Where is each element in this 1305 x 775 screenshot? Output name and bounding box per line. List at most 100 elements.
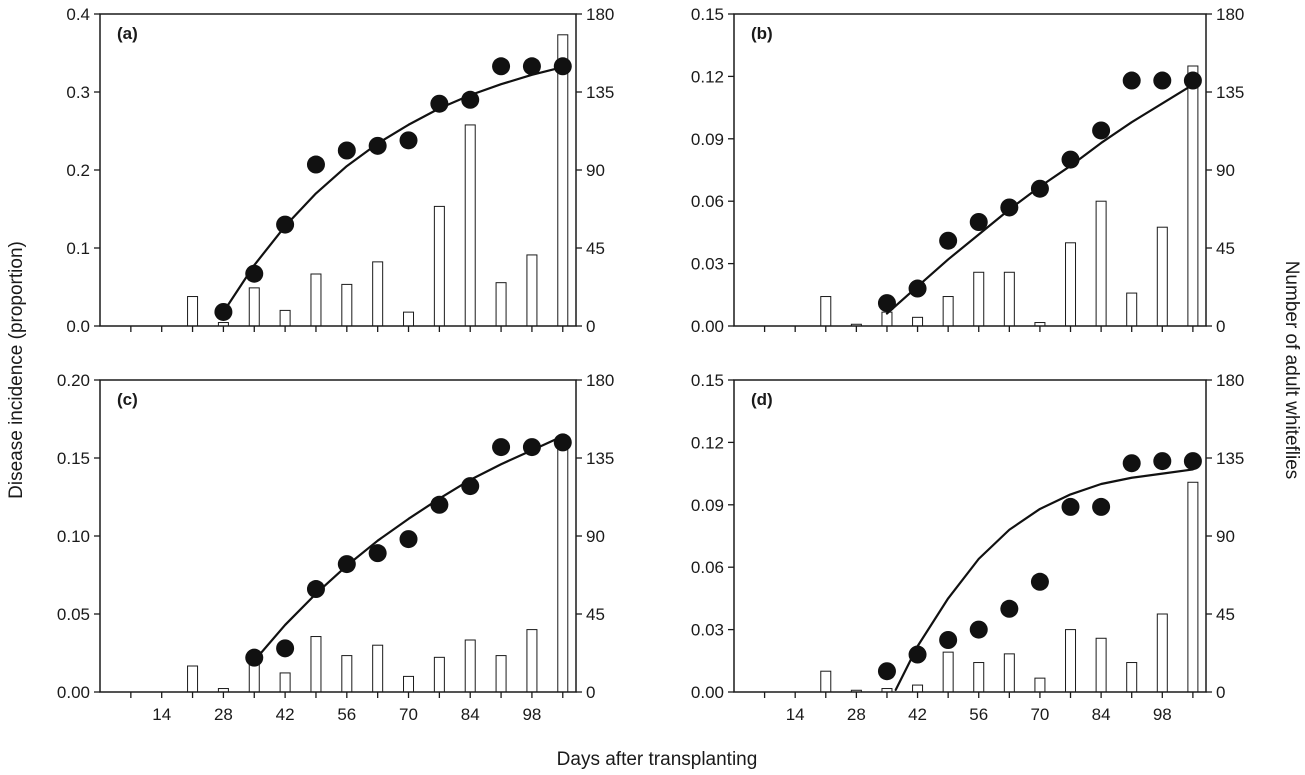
incidence-point (1183, 71, 1202, 90)
whitefly-bar (1003, 653, 1015, 693)
y-tick-label-right: 135 (1216, 449, 1244, 468)
plot-frame (733, 379, 1207, 693)
y-tick-label-left: 0.10 (57, 527, 90, 546)
y-tick-label-left: 0.4 (66, 5, 90, 24)
chart-panel: 0.00 0.05 0.10 0.15 0.20 0 45 90 135 180 14 28 42 56 7… (57, 371, 614, 724)
whitefly-bar (495, 282, 507, 327)
y-tick-label-left: 0.12 (691, 67, 724, 86)
incidence-point (1153, 452, 1172, 471)
incidence-point (877, 294, 896, 313)
incidence-point (1061, 497, 1080, 516)
incidence-point (337, 555, 356, 574)
y-tick-label-left: 0.00 (691, 683, 724, 702)
y-tick-label-right: 90 (1216, 161, 1235, 180)
whitefly-bar (820, 670, 832, 693)
incidence-point (399, 131, 418, 150)
whitefly-bar (1095, 200, 1107, 327)
incidence-point (1061, 150, 1080, 169)
whitefly-bar (464, 639, 476, 693)
whitefly-bar (1156, 613, 1168, 693)
whitefly-bar (433, 205, 445, 327)
whitefly-bar (1187, 65, 1199, 327)
fitted-curve (253, 435, 564, 662)
whitefly-bar (1034, 677, 1046, 693)
incidence-point (1092, 497, 1111, 516)
whitefly-bar (1003, 271, 1015, 327)
incidence-point (969, 213, 988, 231)
incidence-point (245, 264, 264, 283)
y-tick-label-right: 45 (1216, 605, 1235, 624)
incidence-point (1122, 71, 1141, 90)
whitefly-bar (341, 655, 353, 693)
panels-group: 0.00.10.20.30.404590135180(a)0.000.030.0… (57, 5, 1244, 724)
y-axis-title-left: Disease incidence (proportion) (6, 241, 27, 499)
whitefly-bar (526, 629, 538, 693)
incidence-point (1092, 121, 1111, 140)
whitefly-bar (557, 440, 569, 693)
y-tick-label-left: 0.09 (691, 130, 724, 149)
incidence-point (1000, 198, 1019, 217)
x-tick-label: 28 (847, 705, 866, 724)
y-tick-label-right: 90 (586, 161, 605, 180)
whitefly-bar (433, 656, 445, 693)
whitefly-bar (310, 636, 322, 693)
y-tick-label-right: 0 (1216, 317, 1225, 336)
y-tick-label-left: 0.3 (66, 83, 90, 102)
y-tick-label-left: 0.15 (691, 5, 724, 24)
y-tick-label-right: 45 (1216, 239, 1235, 258)
whitefly-bar (942, 296, 954, 327)
x-tick-label: 14 (786, 705, 805, 724)
fitted-curve (885, 83, 1194, 315)
panel-label: (a) (117, 24, 138, 43)
incidence-point (306, 580, 325, 599)
incidence-point (245, 648, 264, 667)
y-tick-label-left: 0.15 (691, 371, 724, 390)
y-tick-label-right: 0 (586, 317, 595, 336)
y-tick-label-left: 0.0 (66, 317, 90, 336)
x-tick-label: 70 (399, 705, 418, 724)
incidence-point (1030, 179, 1049, 198)
x-tick-label: 14 (152, 705, 171, 724)
whitefly-bar (187, 665, 199, 693)
plot-frame (99, 379, 577, 693)
y-tick-label-left: 0.00 (691, 317, 724, 336)
panel-label: (c) (117, 390, 138, 409)
x-axis-title: Days after transplanting (557, 749, 758, 770)
incidence-point (399, 530, 418, 549)
y-tick-label-right: 180 (586, 371, 614, 390)
whitefly-bar (187, 296, 199, 327)
whitefly-bar (1095, 637, 1107, 693)
incidence-point (522, 438, 541, 457)
incidence-point (1000, 599, 1019, 618)
whitefly-bar (912, 316, 924, 327)
whitefly-bar (912, 684, 924, 693)
whitefly-bar (279, 672, 291, 693)
incidence-point (461, 477, 480, 496)
incidence-point (1183, 452, 1202, 471)
x-tick-label: 98 (522, 705, 541, 724)
x-tick-label: 42 (276, 705, 295, 724)
x-tick-label: 42 (908, 705, 927, 724)
x-tick-label: 28 (214, 705, 233, 724)
incidence-point (461, 90, 480, 109)
incidence-point (1122, 454, 1141, 473)
whitefly-bar (372, 261, 384, 327)
x-tick-label: 70 (1030, 705, 1049, 724)
whitefly-bar (973, 662, 985, 693)
y-tick-label-right: 45 (586, 239, 605, 258)
whitefly-bar (464, 124, 476, 327)
fitted-curve (222, 65, 564, 314)
y-tick-label-left: 0.20 (57, 371, 90, 390)
y-tick-label-right: 45 (586, 605, 605, 624)
incidence-point (430, 94, 449, 113)
y-tick-label-right: 180 (1216, 5, 1244, 24)
whitefly-bar (372, 644, 384, 693)
y-tick-label-left: 0.2 (66, 161, 90, 180)
y-tick-label-left: 0.00 (57, 683, 90, 702)
whitefly-bar (1156, 226, 1168, 327)
y-tick-label-left: 0.12 (691, 433, 724, 452)
whitefly-bar (1187, 481, 1199, 693)
chart-panel: 0.0 0.1 0.2 0.3 0.4 0 45 90 135 180 (a) (66, 5, 614, 336)
whitefly-bar (973, 271, 985, 327)
